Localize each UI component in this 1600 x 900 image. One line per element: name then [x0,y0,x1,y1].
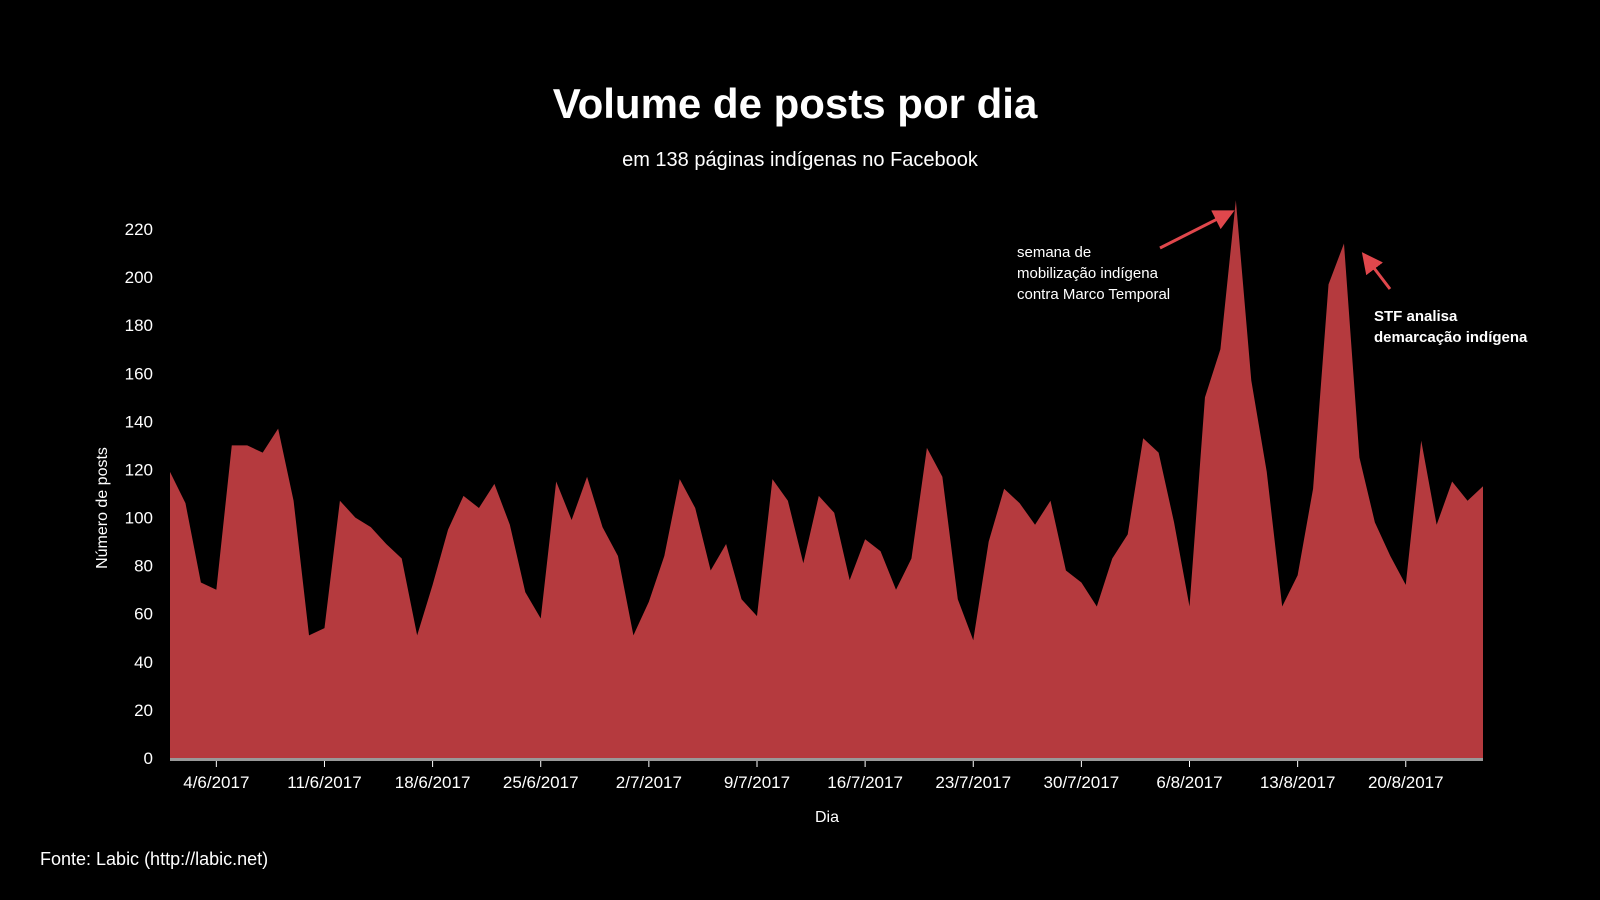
y-axis-label: Número de posts [94,447,111,569]
annotation-text: STF analisa [1374,308,1458,325]
annotation-text: contra Marco Temporal [1017,286,1170,303]
x-tick-label: 30/7/2017 [1044,773,1120,792]
x-tick-label: 23/7/2017 [935,773,1011,792]
x-axis-label: Dia [815,809,839,826]
x-tick-label: 11/6/2017 [287,773,361,792]
annotation-text: demarcação indígena [1374,329,1528,346]
chart-subtitle: em 138 páginas indígenas no Facebook [622,149,979,171]
x-tick-label: 9/7/2017 [724,773,790,792]
annotation-arrow [1159,210,1235,250]
x-tick-label: 4/6/2017 [183,773,249,792]
x-tick-label: 2/7/2017 [616,773,682,792]
y-tick-label: 100 [125,509,153,528]
x-tick-label: 13/8/2017 [1260,773,1336,792]
y-tick-label: 20 [134,701,153,720]
y-tick-label: 40 [134,653,153,672]
series-area [170,200,1483,758]
annotation-arrow [1361,252,1392,290]
annotation-text: mobilização indígena [1017,265,1159,282]
x-tick-label: 6/8/2017 [1156,773,1222,792]
y-tick-label: 200 [125,268,153,287]
y-tick-label: 160 [125,364,153,383]
y-tick-label: 180 [125,316,153,335]
x-tick-label: 20/8/2017 [1368,773,1444,792]
y-tick-label: 220 [125,220,153,239]
source-note: Fonte: Labic (http://labic.net) [40,849,268,869]
x-tick-label: 16/7/2017 [827,773,903,792]
y-tick-label: 140 [125,412,153,431]
x-tick-label: 25/6/2017 [503,773,579,792]
y-axis: 0 20 40 60 80 100 120 140 160 180 200 220 [125,220,153,768]
plot-area [170,200,1483,761]
x-tick-label: 18/6/2017 [395,773,471,792]
y-tick-label: 60 [134,605,153,624]
y-tick-label: 120 [125,460,153,479]
x-axis: 4/6/2017 11/6/2017 18/6/2017 25/6/2017 2/7/2… [183,761,1444,792]
y-tick-label: 80 [134,557,153,576]
annotations: semana de mobilização indígena contra Marc… [1017,210,1528,346]
chart-title: Volume de posts por dia [553,80,1038,127]
annotation-text: semana de [1017,244,1091,261]
y-tick-label: 0 [144,749,153,768]
